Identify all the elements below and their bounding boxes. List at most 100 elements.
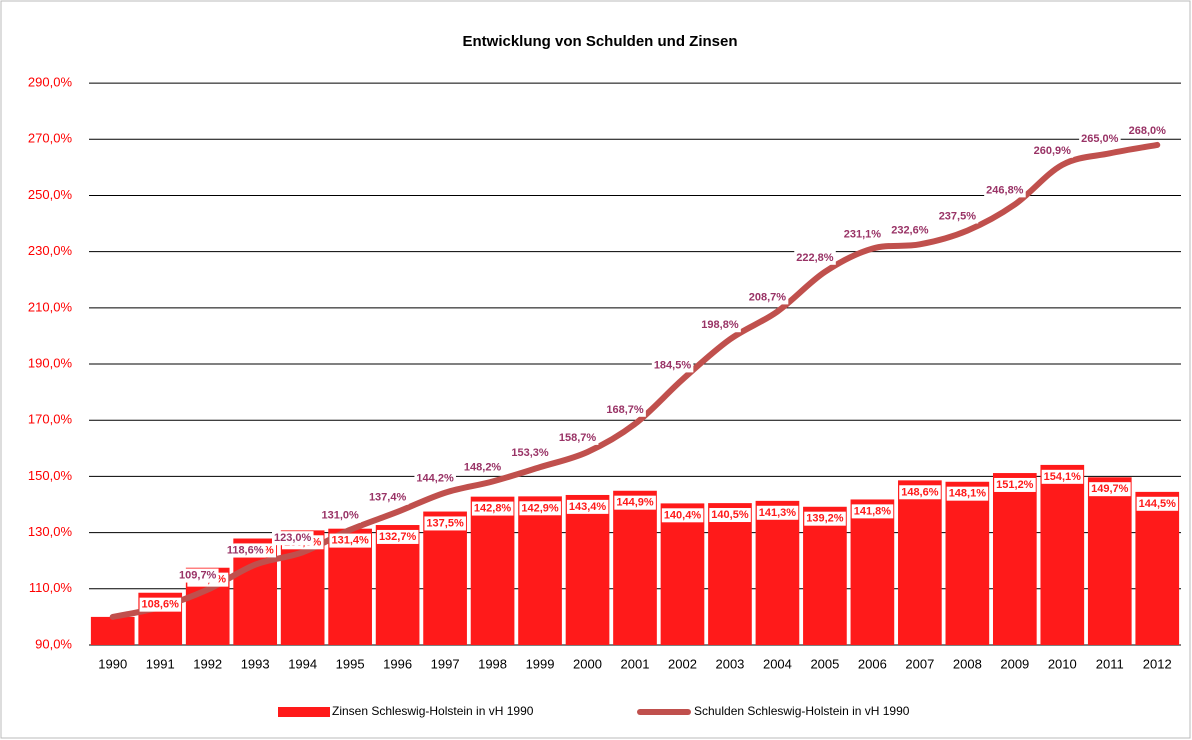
data-label: 246,8% (986, 184, 1024, 196)
y-tick-label: 110,0% (29, 580, 73, 595)
data-label-bg (471, 501, 514, 516)
data-label-bg (509, 446, 551, 461)
data-label: 148,1% (949, 488, 987, 500)
y-tick-label: 190,0% (28, 355, 73, 370)
data-label: 143,4% (569, 501, 607, 513)
bar (1087, 477, 1132, 645)
x-tick-label: 1991 (146, 656, 175, 671)
data-label: 168,7% (606, 404, 644, 416)
data-label: 137,5% (426, 517, 464, 529)
data-label-bg (177, 568, 219, 583)
x-tick-label: 2000 (573, 656, 602, 671)
x-tick-label: 2008 (953, 656, 982, 671)
x-tick-label: 2010 (1048, 656, 1077, 671)
x-tick-label: 2012 (1143, 656, 1172, 671)
data-label: 268,0% (1129, 125, 1167, 137)
data-label-bg (614, 495, 656, 510)
x-tick-label: 1993 (241, 656, 270, 671)
data-label-bg (994, 477, 1036, 492)
y-tick-label: 90,0% (35, 636, 72, 651)
data-label-bg (661, 508, 704, 523)
y-tick-label: 150,0% (28, 468, 73, 483)
data-label-bg (376, 529, 419, 544)
data-label-bg (794, 250, 836, 265)
y-tick-label: 270,0% (28, 131, 73, 146)
data-label: 265,0% (1081, 133, 1119, 145)
data-label: 208,7% (749, 291, 787, 303)
data-label-bg (319, 508, 362, 523)
bar (803, 506, 847, 645)
data-label: 140,4% (664, 509, 702, 521)
data-label-bg (746, 290, 789, 305)
bar (945, 481, 990, 645)
bar (375, 525, 420, 645)
data-label: 132,7% (379, 531, 417, 543)
data-label-bg (756, 505, 799, 520)
data-label-bg (889, 223, 931, 238)
x-tick-label: 2009 (1000, 656, 1029, 671)
bar (613, 490, 657, 645)
data-label: 142,9% (521, 502, 559, 514)
data-label: 148,2% (464, 461, 502, 473)
x-tick-label: 2002 (668, 656, 697, 671)
x-tick-label: 1995 (336, 656, 365, 671)
data-label: 144,5% (1139, 498, 1177, 510)
x-tick-label: 1994 (288, 656, 317, 671)
data-label-bg (804, 511, 846, 526)
data-label-bg (224, 543, 266, 558)
bar (470, 496, 515, 645)
data-label-bg (139, 597, 182, 612)
bar (1135, 491, 1180, 645)
data-label: 123,0% (274, 532, 312, 544)
data-label: 222,8% (796, 252, 834, 264)
data-label: 109,7% (179, 570, 217, 582)
x-tick-label: 1996 (383, 656, 412, 671)
data-label-bg (899, 485, 941, 500)
data-label: 142,8% (474, 503, 512, 515)
data-label: 149,7% (1091, 483, 1129, 495)
y-tick-label: 170,0% (28, 412, 73, 427)
data-label-bg (651, 358, 694, 373)
data-label: 144,2% (416, 473, 454, 485)
data-label-bg (366, 490, 409, 505)
bar (518, 496, 562, 645)
data-label: 144,9% (616, 497, 654, 509)
data-label: 184,5% (654, 359, 692, 371)
data-label-bg (946, 486, 989, 501)
x-tick-label: 1997 (431, 656, 460, 671)
bar (850, 499, 895, 645)
x-tick-label: 2004 (763, 656, 792, 671)
y-tick-label: 230,0% (28, 243, 73, 258)
legend-label: Schulden Schleswig-Holstein in vH 1990 (694, 704, 910, 718)
data-label-bg (1126, 123, 1169, 138)
data-label-bg (1041, 469, 1084, 484)
x-tick-label: 2001 (621, 656, 650, 671)
data-label-bg (851, 504, 894, 519)
data-label-bg (414, 471, 456, 486)
bar (328, 528, 372, 645)
x-tick-label: 2006 (858, 656, 887, 671)
data-label-bg (556, 430, 599, 445)
chart-title: Entwicklung von Schulden und Zinsen (462, 33, 737, 50)
x-tick-label: 2005 (810, 656, 839, 671)
bar (660, 503, 705, 645)
data-label: 260,9% (1034, 145, 1072, 157)
y-tick-label: 130,0% (28, 524, 73, 539)
data-label: 232,6% (891, 224, 929, 236)
bar (90, 616, 135, 645)
data-label-bg (329, 533, 372, 548)
bar (992, 473, 1037, 645)
data-label-bg (1031, 143, 1074, 158)
line (109, 141, 1161, 620)
bar (898, 480, 942, 645)
data-label-bg (271, 531, 314, 546)
data-label: 237,5% (939, 211, 977, 223)
bar (755, 500, 800, 645)
x-tick-label: 1998 (478, 656, 507, 671)
x-tick-label: 1990 (98, 656, 127, 671)
y-tick-label: 210,0% (28, 299, 73, 314)
data-label-bg (1136, 496, 1179, 511)
x-tick-label: 1992 (193, 656, 222, 671)
data-label-bg (519, 501, 561, 516)
